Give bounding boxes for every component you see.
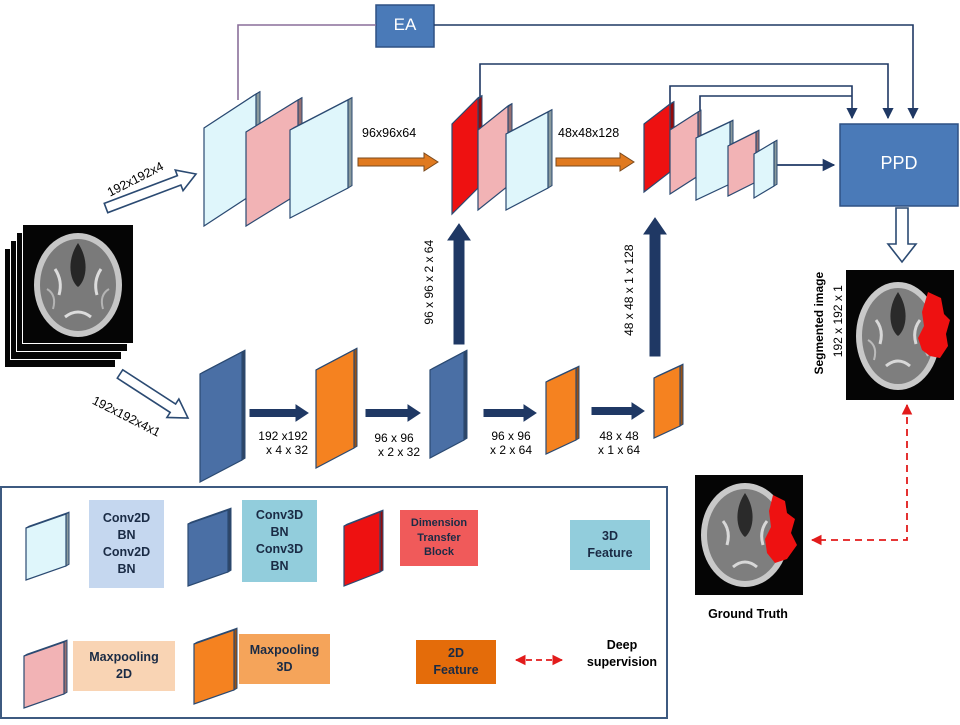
bottom-label-4-line1: 48 x 48	[599, 429, 639, 443]
bottom-label-3: 96 x 96 x 2 x 64	[476, 429, 546, 458]
bottom-label-1: 192 x192 x 4 x 32	[240, 429, 326, 458]
legend-conv3d-box: Conv3D BN Conv3D BN	[242, 500, 317, 582]
transfer-label-1: 96 x 96 x 2 x 64	[421, 239, 436, 325]
bottom-arrow-4	[591, 402, 645, 420]
transfer-up-arrow-1	[447, 223, 471, 345]
legend-conv2d-swatch	[25, 511, 70, 581]
supervision-dashed-line	[810, 403, 913, 546]
bottom-arrow-3	[483, 404, 537, 422]
input-brain-graphic	[34, 233, 122, 337]
ppd-to-output-arrow	[886, 207, 918, 264]
ea-label: EA	[393, 15, 417, 34]
bottom-label-2-line1: 96 x 96	[374, 431, 414, 445]
bottom-label-2-line2: x 2 x 32	[377, 445, 421, 460]
stage2-output-label: 48x48x128	[558, 126, 620, 140]
legend-deep-supervision-label: Deep supervision	[586, 638, 658, 669]
legend-conv3d-swatch	[187, 507, 232, 587]
legend-maxpool3d-swatch	[193, 627, 238, 705]
transfer-label-2: 48 x 48 x 1 x 128	[621, 244, 636, 336]
stage3-to-ppd-line-a	[669, 85, 858, 120]
bottom-maxpool3d-block-3	[653, 363, 684, 439]
bottom-conv3d-block-1	[199, 349, 246, 483]
deep-supervision-connector	[810, 403, 913, 546]
stage1-conv2d-block-b	[289, 96, 353, 219]
segmented-image-title: Segmented image	[811, 271, 826, 375]
stage3-to-ppd-line-b	[699, 95, 852, 124]
legend-2d-feature-box: 2D Feature	[416, 640, 496, 684]
layer-blocks	[199, 90, 778, 483]
ppd-label: PPD	[880, 153, 918, 173]
legend-conv2d-box: Conv2D BN Conv2D BN	[89, 500, 164, 588]
bottom-label-1-line1: 192 x192	[258, 429, 308, 443]
segmented-image-size: 192 x 192 x 1	[830, 285, 845, 358]
legend-maxpool2d-box: Maxpooling 2D	[73, 641, 175, 691]
ground-truth-label: Ground Truth	[708, 607, 788, 621]
bottom-label-2: 96 x 96 x 2 x 32	[356, 431, 432, 460]
ground-truth-brain-graphic	[701, 483, 797, 587]
ea-to-ppd-line	[434, 24, 919, 120]
transfer-up-arrow-2	[643, 217, 667, 357]
stage2-to-stage3-arrow	[555, 152, 635, 172]
input-mri-slice	[22, 224, 134, 344]
legend-maxpool3d-box: Maxpooling 3D	[239, 634, 330, 684]
stage1-output-label: 96x96x64	[362, 126, 417, 140]
input-to-top-arrow	[103, 169, 198, 214]
stage3-conv2d-block-b	[753, 139, 778, 200]
legend-3d-feature-box: 3D Feature	[570, 520, 650, 570]
legend-shapes	[23, 507, 564, 709]
bottom-label-3-line2: x 2 x 64	[489, 443, 533, 458]
segmented-image	[846, 270, 954, 400]
stage1-to-stage2-arrow	[357, 152, 439, 172]
bottom-arrow-1	[249, 404, 309, 422]
legend-maxpool2d-swatch	[23, 639, 68, 709]
segmented-brain-graphic	[856, 282, 950, 390]
input-to-bottom-arrow	[116, 368, 190, 419]
legend-dim-transfer-swatch	[343, 509, 384, 587]
stage2-to-ppd-line	[479, 63, 894, 120]
stage2-conv2d-block	[505, 108, 553, 211]
ground-truth-image	[695, 475, 803, 595]
bottom-label-3-line1: 96 x 96	[491, 429, 531, 443]
bottom-label-4-line2: x 1 x 64	[597, 443, 641, 458]
bottom-arrow-2	[365, 404, 421, 422]
input-to-ea-line	[237, 24, 376, 100]
bottom-conv3d-block-2	[429, 349, 468, 459]
bottom-maxpool3d-block-2	[545, 365, 580, 455]
bottom-label-1-line2: x 4 x 32	[265, 443, 309, 458]
bottom-label-4: 48 x 48 x 1 x 64	[586, 429, 652, 458]
bottom-maxpool3d-block-1	[315, 347, 358, 469]
ppd-block	[839, 123, 959, 207]
legend-dim-transfer-box: Dimension Transfer Block	[400, 510, 478, 566]
ea-block	[375, 4, 435, 48]
